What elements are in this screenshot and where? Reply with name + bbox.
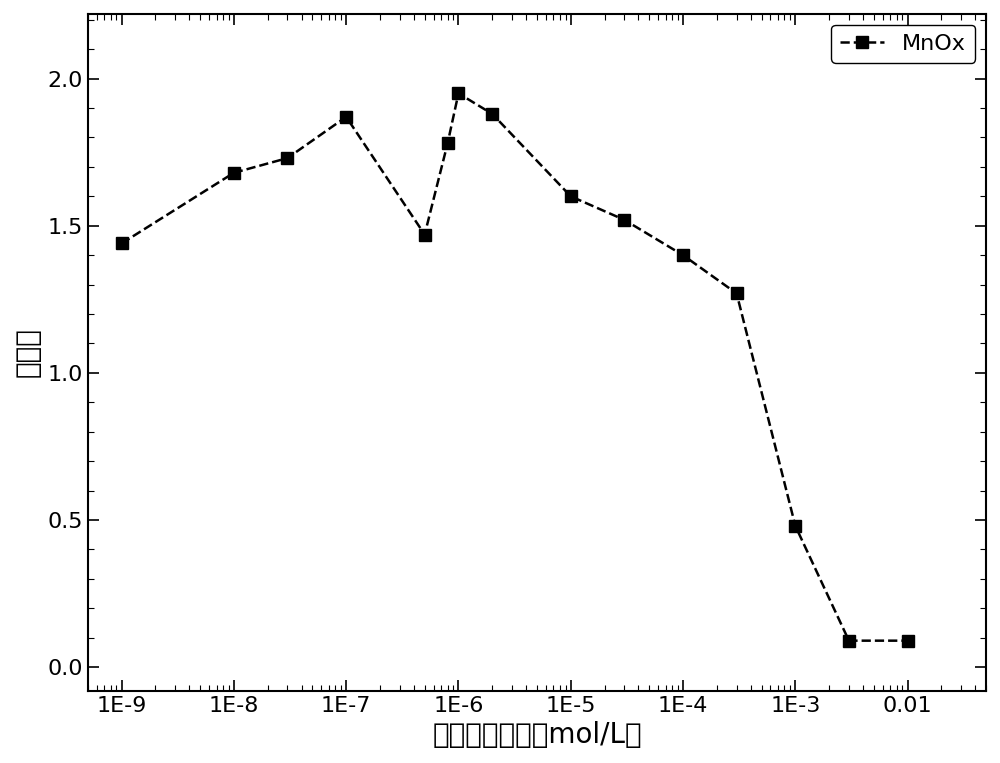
MnOx: [116, 239, 128, 248]
Y-axis label: 吸收値: 吸收値: [14, 327, 42, 377]
MnOx: [340, 112, 352, 121]
MnOx: [731, 289, 743, 298]
MnOx: [902, 636, 914, 645]
MnOx: [677, 250, 689, 259]
MnOx: [565, 192, 577, 201]
MnOx: [789, 521, 801, 530]
MnOx: [281, 153, 293, 163]
MnOx: [419, 230, 431, 239]
Line: MnOx: MnOx: [116, 88, 913, 646]
MnOx: [486, 109, 498, 118]
MnOx: [442, 139, 454, 148]
X-axis label: 过氧化氢浓度（mol/L）: 过氧化氢浓度（mol/L）: [432, 721, 642, 749]
MnOx: [618, 215, 630, 224]
MnOx: [843, 636, 855, 645]
Legend: MnOx: MnOx: [831, 25, 975, 63]
MnOx: [228, 168, 240, 177]
MnOx: [452, 89, 464, 98]
